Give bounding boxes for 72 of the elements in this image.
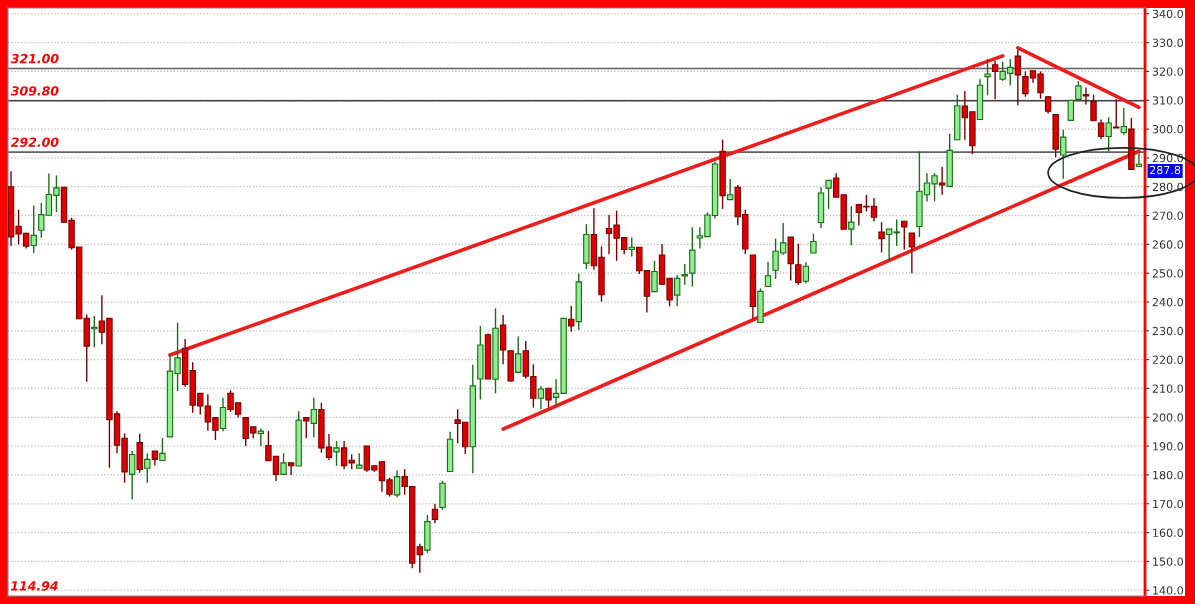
candlestick: [257, 427, 265, 447]
candlestick: [159, 437, 166, 462]
candlestick: [726, 178, 734, 201]
candlestick: [628, 236, 635, 258]
y-tick-label: 260.0: [1152, 240, 1184, 249]
candlestick: [91, 315, 98, 348]
candlestick: [673, 274, 681, 308]
candlestick: [681, 263, 688, 286]
candlestick: [689, 226, 696, 288]
y-tick-label: 340.0: [1152, 9, 1184, 19]
candlestick: [1082, 86, 1090, 106]
candlestick: [537, 385, 545, 410]
candlestick: [545, 387, 552, 409]
y-tick-label: 160.0: [1153, 528, 1184, 537]
candlestick: [287, 462, 295, 476]
y-tick-label: 270.0: [1152, 211, 1184, 220]
candlestick: [1120, 107, 1128, 136]
candlestick: [431, 503, 439, 525]
candlestick: [333, 440, 340, 467]
candlestick: [991, 60, 999, 101]
candlestick: [567, 305, 575, 333]
candlestick: [908, 232, 916, 274]
candlestick: [280, 452, 287, 476]
annotation: 114.94: [10, 581, 58, 591]
y-tick-label: 280.0: [1152, 182, 1184, 192]
y-tick-label: 210.0: [1152, 384, 1184, 393]
candlestick: [393, 469, 401, 498]
y-tick-label: 320.0: [1152, 67, 1184, 76]
candlestick: [984, 58, 991, 97]
candlestick: [764, 260, 772, 288]
candlestick: [1090, 93, 1097, 122]
candlestick: [1075, 80, 1082, 101]
y-tick-label: 170.0: [1153, 499, 1184, 509]
candlestick: [1105, 116, 1112, 153]
y-tick-label: 150.0: [1153, 557, 1184, 566]
candlestick: [515, 335, 522, 374]
y-tick-label: 250.0: [1152, 269, 1184, 278]
text: 287.8: [1149, 165, 1181, 175]
candlestick: [30, 204, 37, 254]
candlestick: [219, 396, 227, 432]
candlestick: [310, 396, 318, 439]
y-tick-label: 140.0: [1153, 586, 1184, 595]
candlestick: [810, 232, 817, 254]
candlestick: [1067, 99, 1075, 121]
candlestick: [1097, 118, 1105, 140]
y-tick-label: 200.0: [1152, 413, 1184, 422]
candlestick: [651, 260, 658, 293]
y-tick-label: 190.0: [1153, 442, 1184, 451]
candlestick: [128, 450, 136, 501]
ref-line-label: 292.00: [10, 137, 59, 147]
y-tick-label: 220.0: [1152, 355, 1184, 365]
candlestick: [1113, 98, 1120, 129]
candlestick: [303, 416, 310, 440]
candlestick: [901, 220, 908, 251]
candlestick: [938, 166, 946, 196]
candlestick: [878, 221, 885, 254]
y-tick-label: 310.0: [1152, 96, 1184, 105]
candlestick: [144, 452, 151, 484]
ref-line-label: 309.80: [10, 86, 59, 96]
candlestick: [825, 179, 832, 210]
candlestick: [802, 261, 810, 285]
candlestick: [1060, 128, 1067, 180]
y-tick-label: 290.0: [1152, 153, 1184, 163]
ref-line-label: 321.00: [10, 53, 59, 64]
y-tick-label: 180.0: [1153, 470, 1184, 480]
candlestick: [848, 205, 855, 246]
candlestick: [795, 243, 802, 286]
y-tick-label: 230.0: [1152, 326, 1184, 336]
y-tick-label: 330.0: [1152, 38, 1184, 47]
y-tick-label: 300.0: [1152, 125, 1184, 134]
y-tick-label: 240.0: [1152, 297, 1184, 307]
candlestick: [1014, 49, 1022, 106]
